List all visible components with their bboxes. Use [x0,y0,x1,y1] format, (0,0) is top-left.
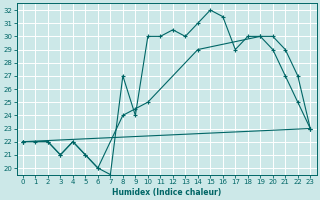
X-axis label: Humidex (Indice chaleur): Humidex (Indice chaleur) [112,188,221,197]
